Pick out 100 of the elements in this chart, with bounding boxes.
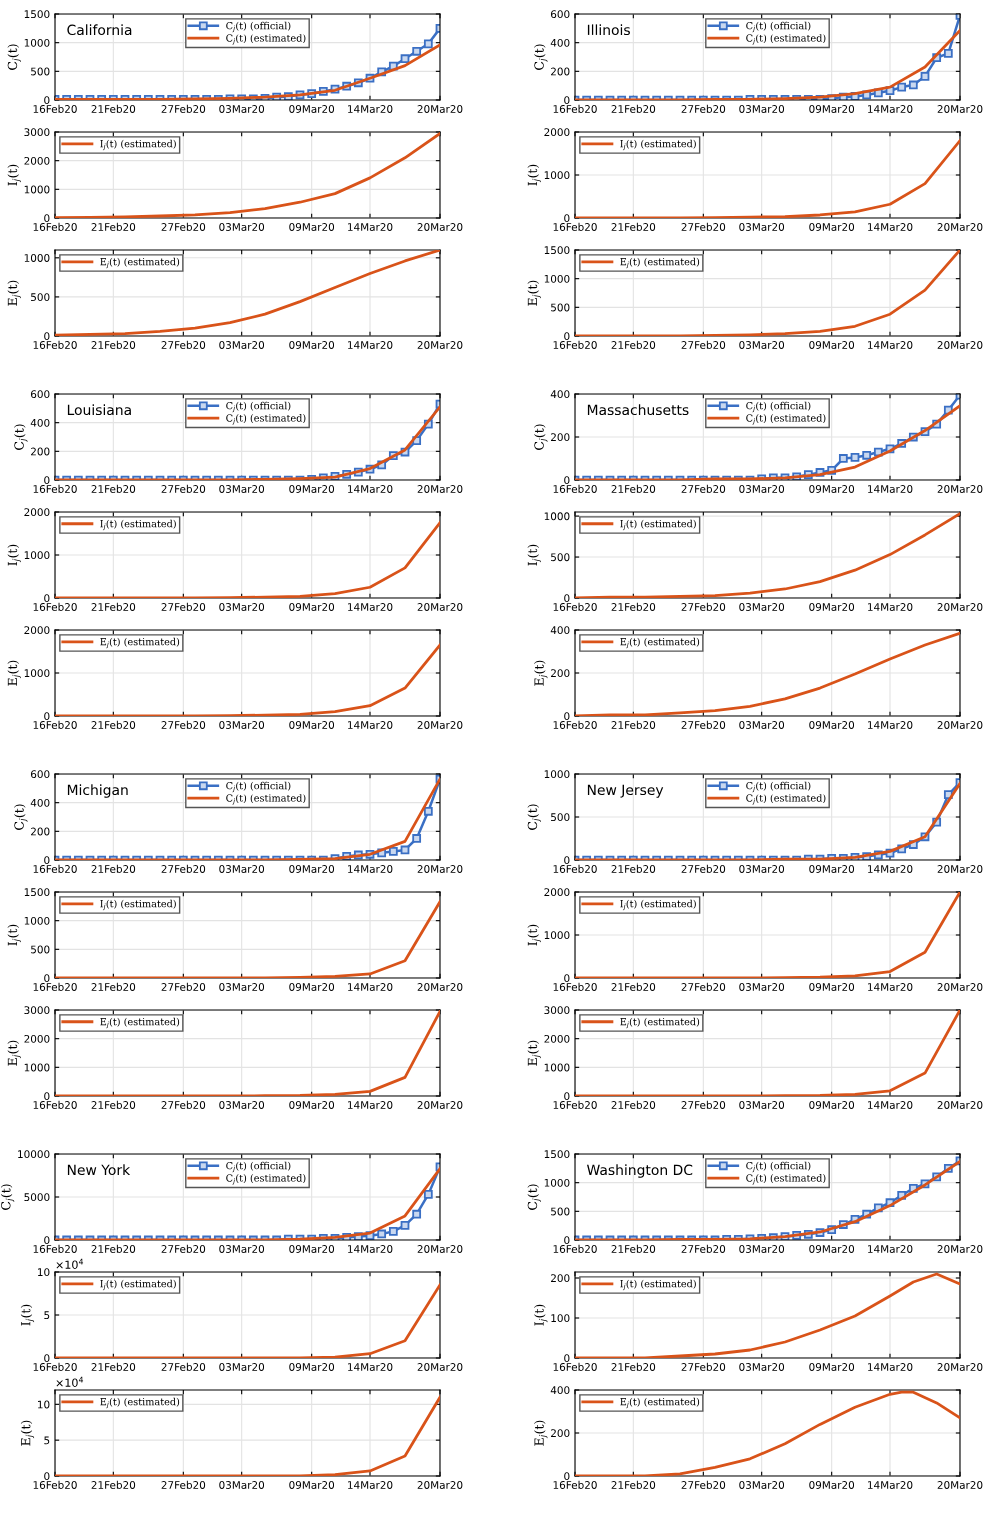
x-tick-label: 14Mar20	[868, 1245, 913, 1253]
x-tick-label: 27Feb20	[681, 1244, 726, 1253]
y-tick-label: 1000	[544, 274, 570, 283]
x-tick-label: 03Mar20	[219, 603, 265, 611]
y-tick-label: 1000	[24, 185, 50, 194]
x-tick-label: 14Mar20	[348, 721, 393, 729]
legend-label: C$_{j}$(t) (estimated)	[226, 414, 306, 425]
legend-label: I$_{j}$(t) (estimated)	[100, 899, 176, 911]
x-tick-label: 21Feb20	[91, 1244, 136, 1253]
y-tick-label: 200	[551, 1429, 570, 1438]
x-tick-label: 20Mar20	[417, 1245, 463, 1253]
x-tick-label: 20Mar20	[417, 223, 463, 231]
y-tick-label: 0	[44, 1092, 50, 1101]
text: New Jersey	[587, 784, 664, 798]
y-tick-label: 200	[551, 669, 570, 678]
legend-label: I$_{j}$(t) (estimated)	[620, 1279, 696, 1291]
y-tick-label: 1500	[24, 10, 50, 19]
y-tick-label: 0	[44, 712, 50, 721]
legend-label: C$_{j}$(t) (official)	[226, 781, 291, 793]
x-tick-label: 14Mar20	[868, 603, 913, 611]
x-tick-label: 20Mar20	[937, 105, 983, 113]
x-tick-label: 16Feb20	[553, 982, 597, 991]
x-tick-label: 27Feb20	[681, 222, 726, 231]
y-tick-label: 400	[550, 1386, 570, 1395]
y-tick-label: 0	[564, 594, 570, 603]
x-tick-label: 16Feb20	[33, 1362, 77, 1371]
legend-label: E$_{j}$(t) (estimated)	[620, 1397, 700, 1409]
y-tick-label: 0	[44, 974, 50, 983]
y-tick-label: 600	[30, 390, 50, 399]
y-tick-label: 200	[31, 827, 50, 836]
x-tick-label: 27Feb20	[161, 484, 206, 493]
y-tick-label: 0	[564, 1092, 570, 1101]
text: Louisiana	[67, 404, 131, 416]
x-tick-label: 20Mar20	[417, 1481, 463, 1489]
x-tick-label: 16Feb20	[33, 1100, 77, 1109]
x-tick-label: 27Feb20	[681, 340, 726, 349]
y-tick-label: 1000	[544, 1063, 570, 1072]
x-tick-label: 09Mar20	[809, 1481, 855, 1489]
x-tick-label: 20Mar20	[417, 1101, 463, 1109]
x-tick-label: 14Mar20	[348, 223, 393, 231]
x-tick-label: 14Mar20	[868, 223, 913, 231]
x-tick-label: 03Mar20	[739, 485, 785, 493]
legend-label: E$_{j}$(t) (estimated)	[100, 1017, 180, 1029]
y-tick-label: 600	[30, 770, 50, 779]
x-tick-label: 20Mar20	[937, 1245, 983, 1253]
y-tick-label: 1500	[24, 888, 50, 897]
legend-label: C$_{j}$(t) (estimated)	[746, 414, 826, 425]
y-tick-label: 3000	[24, 1006, 50, 1015]
legend-label: I$_{j}$(t) (estimated)	[100, 519, 176, 531]
x-tick-label: 14Mar20	[868, 865, 913, 873]
y-axis-title: I$_{j}$(t)	[7, 164, 21, 186]
x-tick-label: 21Feb20	[91, 484, 136, 493]
y-tick-label: 0	[564, 1472, 570, 1481]
y-tick-label: 0	[564, 214, 570, 223]
x-tick-label: 09Mar20	[289, 223, 335, 231]
x-tick-label: 27Feb20	[681, 104, 726, 113]
x-tick-label: 20Mar20	[417, 485, 463, 493]
x-tick-label: 16Feb20	[553, 602, 597, 611]
x-tick-label: 09Mar20	[809, 1101, 855, 1109]
x-tick-label: 14Mar20	[348, 1363, 393, 1371]
legend-label: I$_{j}$(t) (estimated)	[620, 519, 696, 531]
x-tick-label: 16Feb20	[553, 1244, 597, 1253]
x-tick-label: 16Feb20	[553, 104, 597, 113]
x-tick-label: 27Feb20	[161, 602, 206, 611]
x-tick-label: 21Feb20	[91, 864, 136, 873]
y-axis-title: C$_{j}$(t)	[0, 1184, 15, 1210]
legend-label: E$_{j}$(t) (estimated)	[100, 1397, 180, 1409]
x-tick-label: 27Feb20	[161, 720, 206, 729]
y-tick-label: 2000	[544, 128, 570, 137]
y-tick-label: 0	[564, 856, 570, 865]
y-tick-label: 100	[551, 1314, 570, 1323]
y-tick-label: 10000	[18, 1150, 50, 1159]
x-tick-label: 20Mar20	[937, 983, 983, 991]
x-tick-label: 03Mar20	[739, 341, 785, 349]
x-tick-label: 09Mar20	[289, 721, 335, 729]
x-tick-label: 09Mar20	[809, 721, 855, 729]
x-tick-label: 21Feb20	[91, 602, 136, 611]
x-tick-label: 16Feb20	[33, 982, 77, 991]
x-tick-label: 03Mar20	[739, 1245, 785, 1253]
x-tick-label: 27Feb20	[681, 1480, 726, 1489]
x-tick-label: 09Mar20	[809, 341, 855, 349]
y-tick-label: 0	[44, 1354, 50, 1363]
y-tick-label: 10	[38, 1400, 50, 1409]
x-tick-label: 14Mar20	[348, 1245, 393, 1253]
y-tick-label: 1000	[24, 1063, 50, 1072]
x-tick-label: 21Feb20	[611, 1362, 656, 1371]
x-tick-label: 16Feb20	[33, 602, 77, 611]
y-tick-label: 1000	[544, 171, 570, 180]
y-tick-label: 3000	[24, 128, 50, 137]
x-tick-label: 03Mar20	[739, 1363, 785, 1371]
y-axis-title: E$_{j}$(t)	[7, 280, 21, 306]
x-tick-label: 27Feb20	[681, 864, 726, 873]
y-tick-label: 0	[44, 1472, 50, 1481]
y-tick-label: 500	[31, 945, 50, 954]
x-tick-label: 14Mar20	[348, 1481, 393, 1489]
x-tick-label: 20Mar20	[937, 603, 983, 611]
x-tick-label: 16Feb20	[553, 222, 597, 231]
y-axis-title: C$_{j}$(t)	[527, 1184, 541, 1210]
x-tick-label: 20Mar20	[937, 485, 983, 493]
y-tick-label: 0	[44, 332, 50, 341]
